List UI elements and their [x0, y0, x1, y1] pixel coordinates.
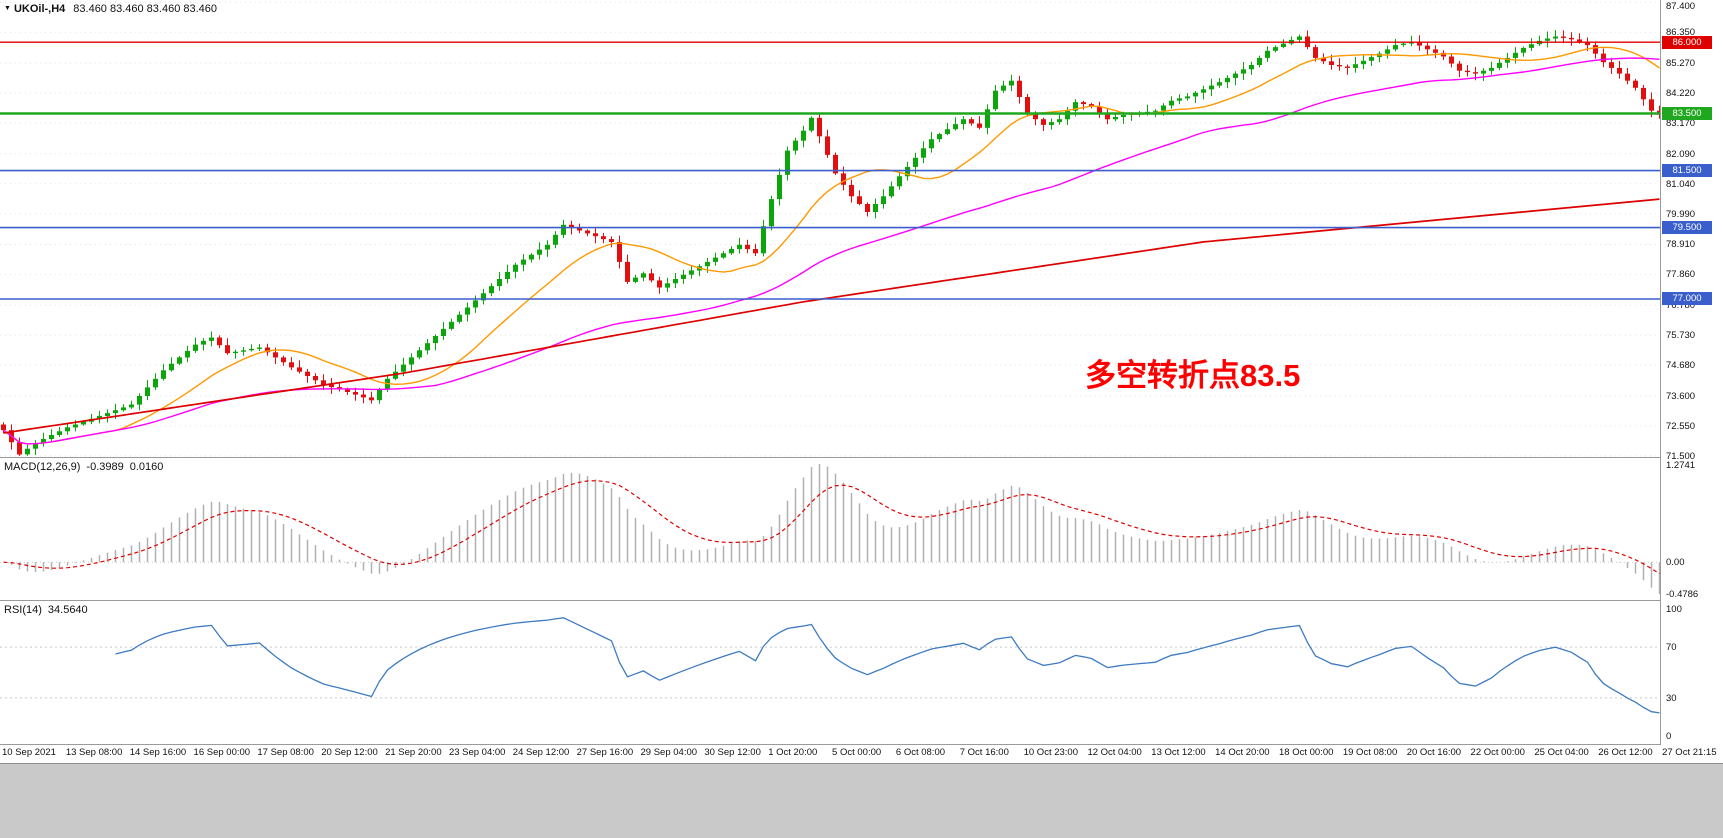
price-tick-label: 0	[1666, 731, 1672, 742]
macd-chart-canvas[interactable]	[0, 458, 1660, 600]
price-tick-label: -0.4786	[1666, 589, 1699, 600]
price-line-badge: 83.500	[1662, 107, 1712, 121]
chart-title: ▼ UKOil-,H4 83.460 83.460 83.460 83.460	[4, 3, 217, 15]
time-axis-label: 12 Oct 04:00	[1087, 747, 1142, 758]
time-axis-label: 27 Sep 16:00	[576, 747, 634, 758]
price-tick-label: 30	[1666, 692, 1677, 704]
time-axis-label: 23 Sep 04:00	[448, 747, 506, 758]
time-axis-label: 1 Oct 20:00	[768, 747, 818, 758]
axis-separator	[1660, 0, 1661, 744]
price-tick-label: 76.780	[1666, 300, 1696, 312]
time-axis-label: 20 Oct 16:00	[1406, 747, 1462, 758]
time-axis-label: 10 Sep 2021	[2, 747, 56, 758]
price-tick-label: 83.170	[1666, 117, 1696, 129]
chart-annotation-text: 多空转折点83.5	[1085, 358, 1301, 393]
rsi-chart-canvas[interactable]	[0, 601, 1660, 744]
rsi-label: RSI(14) 34.5640	[4, 604, 94, 616]
price-tick-label: 87.400	[1666, 1, 1696, 12]
symbol-dropdown-icon: ▼	[4, 5, 11, 12]
time-axis-label: 26 Oct 12:00	[1598, 747, 1653, 758]
macd-panel[interactable]: MACD(12,26,9) -0.3989 0.0160	[0, 458, 1660, 600]
macd-name: MACD(12,26,9)	[4, 461, 81, 473]
price-line-badge: 79.500	[1662, 221, 1712, 235]
candlestick-chart-canvas[interactable]	[0, 0, 1660, 457]
price-tick-label: 84.220	[1666, 87, 1696, 99]
price-line-badge: 77.000	[1662, 292, 1712, 306]
panel-separator[interactable]	[0, 457, 1723, 458]
macd-label: MACD(12,26,9) -0.3989 0.0160	[4, 461, 169, 473]
price-tick-label: 75.730	[1666, 330, 1696, 342]
price-tick-label: 78.910	[1666, 239, 1696, 251]
time-axis-label: 14 Sep 16:00	[129, 747, 187, 758]
panel-separator[interactable]	[0, 600, 1723, 601]
chart-ohlc-values: 83.460 83.460 83.460 83.460	[73, 3, 218, 15]
price-tick-label: 77.860	[1666, 269, 1696, 281]
time-axis-label: 25 Oct 04:00	[1534, 747, 1589, 758]
time-axis-label: 5 Oct 00:00	[832, 747, 882, 758]
time-axis-label: 21 Sep 20:00	[385, 747, 442, 758]
time-axis-label: 29 Sep 04:00	[640, 747, 698, 758]
price-tick-label: 79.990	[1666, 208, 1696, 220]
price-line-badge: 81.500	[1662, 164, 1712, 178]
rsi-name: RSI(14)	[4, 604, 42, 616]
time-axis-label: 16 Sep 00:00	[193, 747, 251, 758]
price-tick-label: 85.270	[1666, 58, 1696, 70]
price-tick-label: 1.2741	[1666, 460, 1696, 471]
rsi-value: 34.5640	[47, 604, 88, 616]
time-axis-label: 24 Sep 12:00	[512, 747, 570, 758]
time-axis-label: 13 Sep 08:00	[65, 747, 123, 758]
macd-signal-value: 0.0160	[129, 461, 164, 473]
price-tick-label: 0.00	[1666, 557, 1685, 569]
price-tick-label: 73.600	[1666, 390, 1696, 402]
time-axis-label: 22 Oct 00:00	[1470, 747, 1525, 758]
price-tick-label: 81.040	[1666, 178, 1696, 190]
price-tick-label: 70	[1666, 642, 1677, 654]
time-axis-label: 7 Oct 16:00	[959, 747, 1009, 758]
time-axis[interactable]: 10 Sep 2021 13 Sep 08:00 14 Sep 16:00 16 Se…	[0, 745, 1723, 762]
time-axis-label: 19 Oct 08:00	[1342, 747, 1398, 758]
price-axis[interactable]: 87.400 86.350 85.270 84.220 83.170 82.090 81.0…	[1661, 0, 1723, 762]
rsi-panel[interactable]: RSI(14) 34.5640	[0, 601, 1660, 744]
main-chart-panel[interactable]: ▼ UKOil-,H4 83.460 83.460 83.460 83.460 多空…	[0, 0, 1660, 457]
price-tick-label: 74.680	[1666, 360, 1696, 372]
price-tick-label: 82.090	[1666, 148, 1696, 160]
price-tick-label: 86.350	[1666, 27, 1696, 39]
time-axis-label: 27 Oct 21:15	[1662, 747, 1717, 758]
time-axis-label: 13 Oct 12:00	[1151, 747, 1206, 758]
price-tick-label: 71.500	[1666, 450, 1696, 462]
time-axis-label: 20 Sep 12:00	[321, 747, 378, 758]
chart-symbol-timeframe: UKOil-,H4	[13, 3, 66, 15]
panel-separator[interactable]	[0, 744, 1723, 745]
price-tick-label: 100	[1666, 604, 1682, 615]
time-axis-label: 30 Sep 12:00	[704, 747, 761, 758]
time-axis-label: 17 Sep 08:00	[257, 747, 314, 758]
macd-value: -0.3989	[86, 461, 124, 473]
time-axis-label: 18 Oct 00:00	[1279, 747, 1334, 758]
price-tick-label: 72.550	[1666, 420, 1696, 432]
time-axis-label: 6 Oct 08:00	[895, 747, 946, 758]
time-axis-label: 10 Oct 23:00	[1023, 747, 1078, 758]
time-axis-label: 14 Oct 20:00	[1215, 747, 1270, 758]
price-line-badge: 86.000	[1662, 35, 1712, 49]
bottom-strip	[0, 763, 1723, 838]
